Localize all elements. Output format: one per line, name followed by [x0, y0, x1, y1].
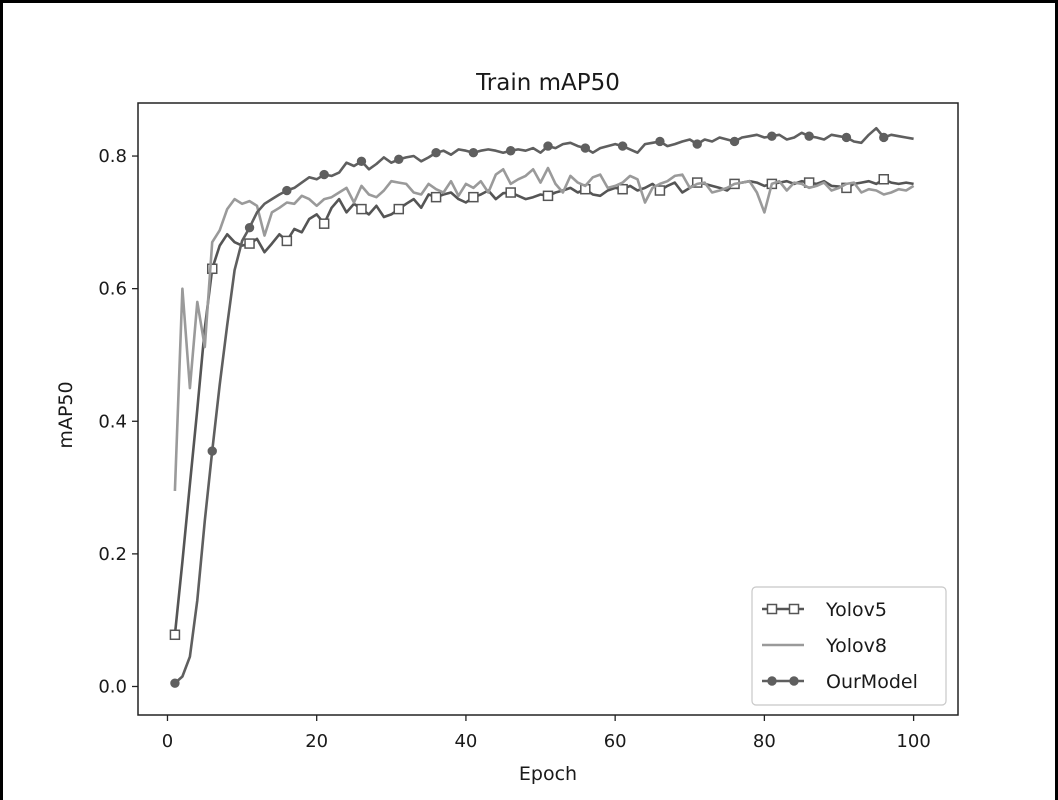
point-yolov5-36 [430, 191, 442, 203]
series-line-yolov8 [173, 166, 915, 491]
y-tick-label-0: 0.0 [98, 676, 127, 697]
point-ourmodel-6 [207, 446, 217, 456]
point-ourmodel-96 [879, 132, 889, 143]
series-ourmodel [170, 126, 914, 688]
point-yolov5-21 [318, 218, 330, 229]
legend-marker-ourmodel-b [789, 676, 799, 686]
point-yolov5-96 [878, 174, 890, 185]
x-tick-label-5: 100 [896, 731, 930, 752]
point-yolov5-11 [244, 238, 255, 249]
point-ourmodel-26 [356, 156, 367, 167]
point-yolov5-51 [542, 190, 554, 202]
point-yolov5-6 [206, 263, 218, 275]
point-ourmodel-41 [468, 148, 479, 158]
x-tick-label-0: 0 [162, 731, 173, 752]
legend-marker-yolov5-b [788, 603, 800, 615]
point-yolov5-61 [617, 183, 628, 195]
legend-label-yolov8: Yolov8 [825, 635, 887, 657]
x-tick-label-2: 40 [454, 731, 477, 752]
point-ourmodel-61 [617, 141, 628, 151]
legend: Yolov5 Yolov8 OurModel [751, 586, 947, 706]
series-yolov5 [169, 174, 914, 641]
point-ourmodel-81 [767, 131, 777, 141]
point-yolov5-46 [505, 187, 516, 198]
axes-layer: 0 20 40 60 80 100 0.0 0.2 0.4 0.6 0.8 [98, 146, 930, 752]
y-tick-label-4: 0.8 [98, 146, 127, 167]
point-ourmodel-36 [431, 148, 441, 158]
x-axis-label: Epoch [519, 763, 577, 785]
y-tick-label-1: 0.2 [98, 544, 127, 565]
legend-marker-ourmodel-a [767, 676, 777, 686]
series-layer [169, 126, 915, 688]
y-tick-label-3: 0.6 [98, 279, 127, 300]
legend-label-yolov5: Yolov5 [825, 599, 887, 621]
y-axis-label: mAP50 [55, 381, 77, 448]
series-yolov8 [173, 166, 915, 491]
x-tick-label-3: 60 [604, 731, 627, 752]
point-yolov5-41 [468, 191, 479, 203]
point-ourmodel-1 [170, 678, 180, 688]
point-ourmodel-76 [729, 136, 740, 147]
point-ourmodel-16 [282, 185, 292, 196]
point-yolov5-16 [281, 235, 293, 247]
point-ourmodel-86 [804, 131, 814, 141]
point-ourmodel-46 [505, 146, 516, 156]
point-ourmodel-11 [244, 222, 255, 233]
point-ourmodel-21 [319, 169, 329, 180]
series-line-ourmodel [174, 126, 914, 685]
point-yolov5-26 [356, 203, 367, 215]
y-tick-label-2: 0.4 [98, 411, 127, 432]
point-yolov5-31 [393, 203, 405, 215]
legend-label-ourmodel: OurModel [826, 671, 918, 693]
point-yolov5-1 [169, 629, 181, 641]
x-tick-label-1: 20 [305, 731, 328, 752]
point-ourmodel-71 [692, 139, 702, 149]
point-ourmodel-56 [580, 143, 591, 153]
point-ourmodel-66 [655, 136, 665, 147]
point-ourmodel-31 [394, 154, 404, 165]
point-ourmodel-51 [543, 141, 553, 151]
legend-box [751, 586, 947, 706]
x-tick-label-4: 80 [753, 731, 776, 752]
point-yolov5-66 [654, 185, 666, 196]
chart-title: Train mAP50 [475, 70, 620, 96]
legend-marker-yolov5-a [766, 603, 778, 615]
point-ourmodel-91 [841, 132, 852, 143]
